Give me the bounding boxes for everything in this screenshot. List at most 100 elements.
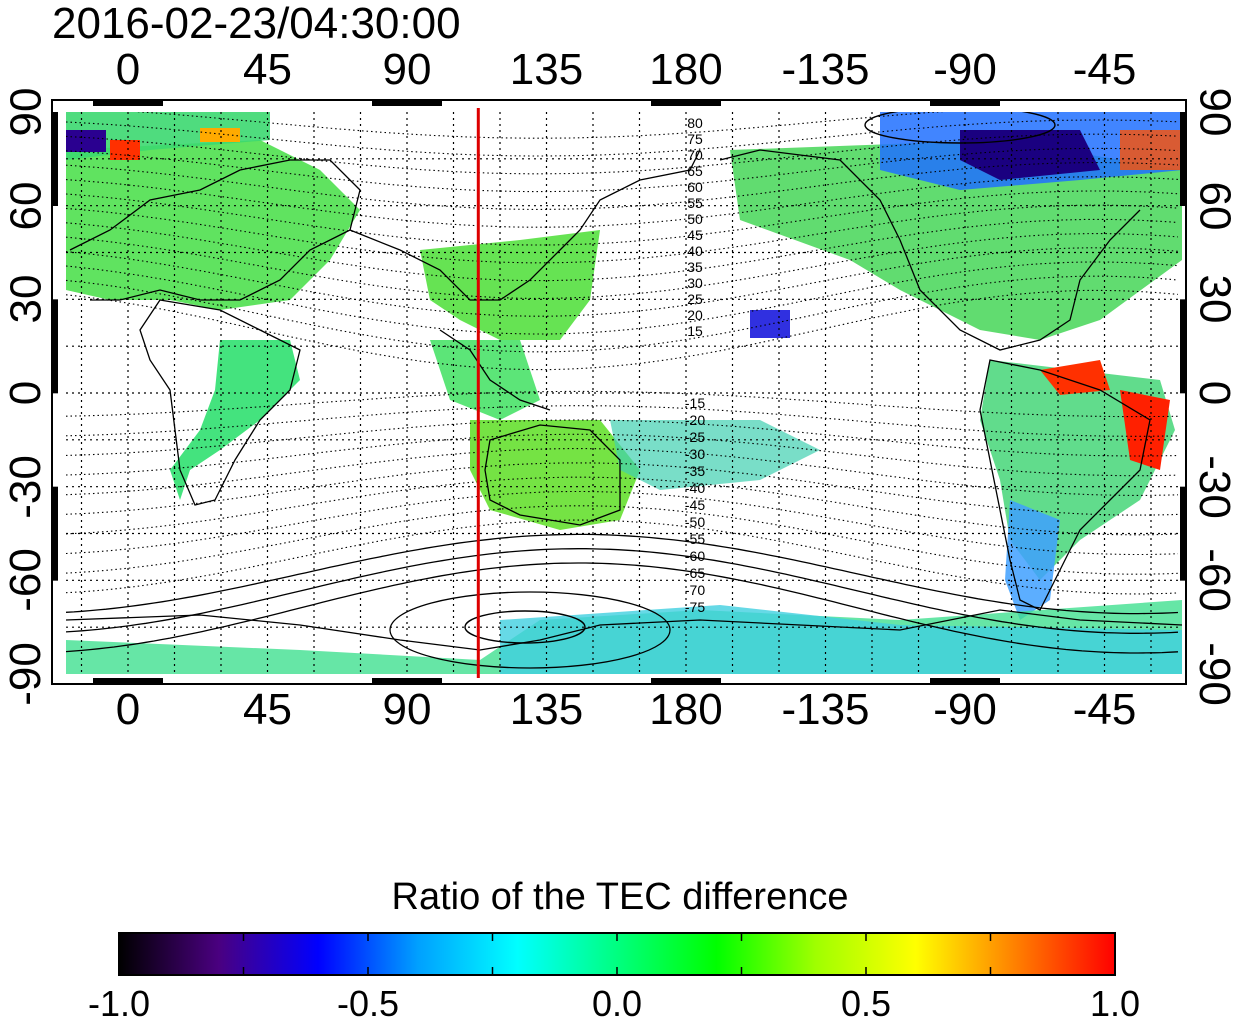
colorbar-tick-label: 1.0 [1089, 983, 1141, 1024]
tec-region-patagonia [1005, 500, 1060, 620]
graticule [66, 112, 1182, 674]
top-longitude-label: 135 [509, 45, 584, 94]
top-longitude-label: -135 [781, 45, 870, 94]
contour-line-south [66, 390, 1179, 418]
contour-label-north: 30 [687, 275, 703, 291]
tec-region-eurasia-west [66, 140, 360, 310]
contour-line-south [66, 505, 1179, 575]
tec-region-antarctic-cyan [500, 605, 1182, 674]
contour-line-south [66, 462, 1179, 516]
tec-spot-caribbean-red [1040, 360, 1110, 395]
contour-label-north: 75 [687, 131, 703, 147]
contour-label-south: -25 [685, 429, 705, 445]
contour-label-south: -20 [685, 412, 705, 428]
contour-label-north: 65 [687, 163, 703, 179]
contour-line-south [66, 433, 1179, 477]
contour-label-north: 35 [687, 259, 703, 275]
contour-label-north: 45 [687, 227, 703, 243]
contour-label-north: 15 [687, 323, 703, 339]
tec-spot-west-orange [200, 128, 240, 142]
contour-label-north: 55 [687, 195, 703, 211]
axis-band-top [930, 100, 1000, 106]
colorbar-tick-label: -1.0 [87, 983, 151, 1024]
tec-region-africa [170, 340, 300, 500]
contour-line-north [66, 119, 1179, 157]
coastline-australia [484, 424, 621, 526]
bottom-longitude-label: 0 [115, 685, 141, 734]
coastline-antarctica [66, 609, 1182, 651]
contour-label-south: -65 [685, 565, 705, 581]
axis-band-top [372, 100, 442, 106]
contour-label-south: -75 [685, 599, 705, 615]
contour-label-north: 25 [687, 291, 703, 307]
contour-line-south [66, 533, 1179, 615]
tec-spot-arctic-dark [960, 130, 1100, 180]
colorbar-title: Ratio of the TEC difference [391, 876, 849, 918]
contour-pole-north [864, 112, 1056, 144]
bottom-longitude-label: 90 [382, 685, 432, 734]
coastlines [66, 149, 1182, 651]
contour-label-south: -60 [685, 548, 705, 564]
top-longitude-label: 180 [649, 45, 723, 94]
contour-label-south: -50 [685, 514, 705, 530]
top-longitude-label: -45 [1072, 45, 1137, 94]
bottom-longitude-label: 45 [243, 685, 292, 734]
contour-label-north: 40 [687, 243, 703, 259]
axis-band-bottom [372, 678, 442, 684]
axis-bands [52, 100, 1186, 684]
contour-line-south [66, 448, 1179, 496]
contour-label-south: -30 [685, 446, 705, 462]
bottom-longitude-label: -45 [1072, 685, 1137, 734]
contour-label-south: -35 [685, 463, 705, 479]
contour-label-north: 20 [687, 307, 703, 323]
axis-band-left [52, 112, 58, 206]
contour-label-north: 80 [687, 115, 703, 131]
contour-line-south [66, 548, 1179, 634]
tec-region-north-america [730, 140, 1182, 340]
axis-band-left [52, 299, 58, 394]
colorbar-tick-label: 0.0 [591, 983, 643, 1024]
top-longitude-label: 0 [115, 45, 141, 94]
bottom-longitude-label: 180 [649, 685, 723, 734]
axis-band-top [651, 100, 721, 106]
contour-label-south: -45 [685, 497, 705, 513]
tec-region-southeast-asia [430, 340, 540, 420]
contour-label-north: 70 [687, 147, 703, 163]
tec-region-south-pacific [610, 420, 820, 490]
contour-label-north: 60 [687, 179, 703, 195]
axis-band-right [1180, 299, 1186, 394]
axis-band-right [1180, 486, 1186, 581]
tec-region-australia [470, 420, 640, 530]
contour-line-north [66, 190, 1179, 246]
contour-line-north [66, 247, 1179, 317]
contour-line-north [66, 162, 1179, 210]
tec-region-asia [420, 230, 600, 340]
colorbar-tick-label: -0.5 [336, 983, 400, 1024]
tec-spot-west-dark [66, 130, 106, 152]
coastline-europe [69, 159, 361, 301]
top-longitude-label: 45 [243, 45, 292, 94]
contour-label-south: -15 [685, 395, 705, 411]
bottom-longitude-label: -135 [781, 685, 870, 734]
map-timestamp: 2016-02-23/04:30:00 [52, 0, 461, 48]
top-longitude-label: 90 [382, 45, 432, 94]
coastline-south-america [979, 359, 1151, 611]
tec-spot-west-red [110, 140, 140, 160]
bottom-longitude-label: -90 [933, 685, 997, 734]
coastline-north-america [719, 149, 1141, 351]
axis-band-right [1180, 112, 1186, 206]
contour-line-north [66, 289, 1179, 371]
contour-label-south: -55 [685, 531, 705, 547]
geomagnetic-contours [66, 112, 1179, 669]
contour-label-south: -40 [685, 480, 705, 496]
bottom-longitude-label: 135 [509, 685, 584, 734]
coastline-southeast-asia [439, 329, 551, 411]
contour-line-north [133, 112, 945, 139]
contour-label-north: 50 [687, 211, 703, 227]
contour-pole-south-outer [389, 591, 671, 669]
top-longitude-label: -90 [933, 45, 997, 94]
contour-line-south [66, 405, 1179, 437]
axis-band-bottom [93, 678, 163, 684]
